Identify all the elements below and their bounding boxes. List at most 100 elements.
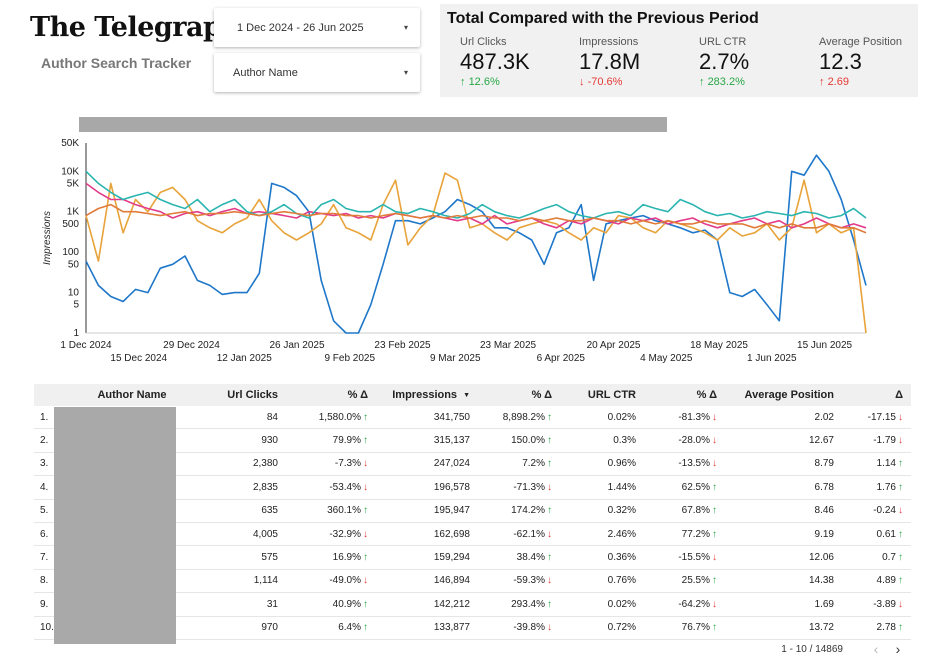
series-line-1 [85,154,867,334]
cell-value: 195,947 [433,505,470,517]
arrow-up-icon: ↑ [898,481,903,493]
col-url-clicks[interactable]: Url Clicks [194,384,278,406]
cell-impr: 196,578 [386,476,470,498]
cell-value: 196,578 [433,481,470,493]
table-row[interactable]: 3. 2,380 -7.3% ↓ 247,024 7.2% ↑ 0.96% -13.5% ↓ 8.7… [34,453,911,477]
cell-value: 6.78 [814,481,834,493]
col-ctr-delta[interactable]: % Δ [637,384,717,406]
arrow-up-icon: ↑ [712,622,717,634]
cell-clicks-d: -7.3% ↓ [284,453,368,475]
cell-impr: 146,894 [386,570,470,592]
cell-value: 6.4% [338,622,361,634]
arrow-down-icon: ↓ [363,481,368,493]
arrow-down-icon: ↓ [898,598,903,610]
cell-value: 150.0% [511,435,545,447]
cell-pos: 14.38 [724,570,834,592]
x-tick-label: 15 Jun 2025 [797,340,852,351]
x-tick-label: 23 Mar 2025 [480,340,537,351]
col-impressions[interactable]: Impressions ▼ [386,384,470,406]
metric-label: URL CTR [699,36,747,48]
cell-value: 1.76 [876,481,896,493]
cell-value: 38.4% [516,552,545,564]
arrow-down-icon: ↓ [898,435,903,447]
cell-clicks-d: 360.1% ↑ [284,500,368,522]
x-tick-label: 15 Dec 2024 [110,353,167,364]
table-row[interactable]: 5. 635 360.1% ↑ 195,947 174.2% ↑ 0.32% 67.8% ↑ 8.4… [34,500,911,523]
cell-pos-d: 4.89 ↑ [838,570,903,592]
cell-impr: 159,294 [386,546,470,568]
y-tick-label: 500 [62,219,79,230]
cell-ctr: 0.72% [554,617,636,639]
metric-average-position: Average Position 12.3 ↑ 2.69 [819,36,902,88]
table-row[interactable]: 2. 930 79.9% ↑ 315,137 150.0% ↑ 0.3% -28.0% ↓ 12.6… [34,429,911,453]
prev-page-button[interactable]: ‹ [873,641,879,657]
x-tick-label: 9 Feb 2025 [324,353,375,364]
arrow-up-icon: ↑ [547,411,552,423]
cell-value: -53.4% [329,481,361,493]
arrow-down-icon: ↓ [712,598,717,610]
arrow-up-icon: ↑ [898,528,903,540]
row-index: 2. [40,435,49,447]
x-tick-label: 29 Dec 2024 [163,340,220,351]
arrow-down-icon: ↓ [712,458,717,470]
arrow-up-icon: ↑ [363,622,368,634]
cell-pos: 12.06 [724,546,834,568]
cell-value: 315,137 [433,435,470,447]
cell-clicks: 31 [194,593,278,615]
cell-impr-d: 7.2% ↑ [472,453,552,475]
table-row[interactable]: 1. 84 1,580.0% ↑ 341,750 8,898.2% ↑ 0.02% -81.3%… [34,406,911,430]
cell-impr: 142,212 [386,593,470,615]
col-average-position[interactable]: Average Position [724,384,834,406]
arrow-down-icon: ↓ [712,411,717,423]
metric-delta: ↑ 283.2% [699,76,749,88]
row-index: 8. [40,575,49,587]
cell-value: 67.8% [681,505,710,517]
column-header-label: % Δ [696,389,717,401]
cell-value: 14.38 [808,575,834,587]
col-clicks-delta[interactable]: % Δ [284,384,368,406]
cell-clicks-d: 6.4% ↑ [284,617,368,639]
pagination-range: 1 - 10 / 14869 [781,643,843,655]
cell-value: -7.3% [334,458,361,470]
metric-label: Impressions [579,36,639,48]
cell-value: 25.5% [681,575,710,587]
metric-value: 487.3K [460,49,530,74]
cell-ctr: 2.46% [554,523,636,545]
summary-title: Total Compared with the Previous Period [447,10,759,27]
arrow-down-icon: ↓ [579,76,585,88]
x-tick-label: 12 Jan 2025 [217,353,272,364]
metric-label: Average Position [819,36,902,48]
next-page-button[interactable]: › [895,641,901,657]
metric-delta: ↑ 2.69 [819,76,902,88]
col-url-ctr[interactable]: URL CTR [554,384,636,406]
row-index: 7. [40,552,49,564]
col-impressions-delta[interactable]: % Δ [472,384,552,406]
cell-ctr: 1.44% [554,476,636,498]
metric-value: 17.8M [579,49,641,74]
cell-value: 1,580.0% [318,411,361,423]
table-row[interactable]: 7. 575 16.9% ↑ 159,294 38.4% ↑ 0.36% -15.5% ↓ 12.0… [34,546,911,570]
cell-ctr-d: -28.0% ↓ [637,429,717,451]
cell-pos: 8.46 [724,500,834,522]
date-range-picker[interactable]: 1 Dec 2024 - 26 Jun 2025 ▾ [214,8,420,47]
table-row[interactable]: 4. 2,835 -53.4% ↓ 196,578 -71.3% ↓ 1.44% 62.5% ↑ 6… [34,476,911,500]
cell-value: 76.7% [681,622,710,634]
row-index: 6. [40,528,49,540]
col-author-name[interactable]: Author Name [72,384,192,406]
cell-ctr-d: -13.5% ↓ [637,453,717,475]
arrow-up-icon: ↑ [712,575,717,587]
table-row[interactable]: 8. 1,114 -49.0% ↓ 146,894 -59.3% ↓ 0.76% 25.5% ↑ 1… [34,570,911,594]
table-body: 1. 84 1,580.0% ↑ 341,750 8,898.2% ↑ 0.02% -81.3%… [34,406,911,640]
cell-clicks: 2,835 [194,476,278,498]
table-row[interactable]: 6. 4,005 -32.9% ↓ 162,698 -62.1% ↓ 2.46% 77.2% ↑ 9… [34,523,911,547]
cell-value: -28.0% [678,435,710,447]
col-position-delta[interactable]: Δ [838,384,903,406]
table-row[interactable]: 9. 31 40.9% ↑ 142,212 293.4% ↑ 0.02% -64.2% ↓ 1.69… [34,593,911,617]
author-name-dropdown[interactable]: Author Name ▾ [214,53,420,92]
y-tick-label: 50K [61,138,79,149]
x-tick-label: 26 Jan 2025 [269,340,324,351]
cell-impr-d: -62.1% ↓ [472,523,552,545]
summary-panel: Total Compared with the Previous Period … [440,4,918,97]
cell-pos: 8.79 [724,453,834,475]
table-row[interactable]: 10. 970 6.4% ↑ 133,877 -39.8% ↓ 0.72% 76.7% ↑ 13.7… [34,617,911,640]
